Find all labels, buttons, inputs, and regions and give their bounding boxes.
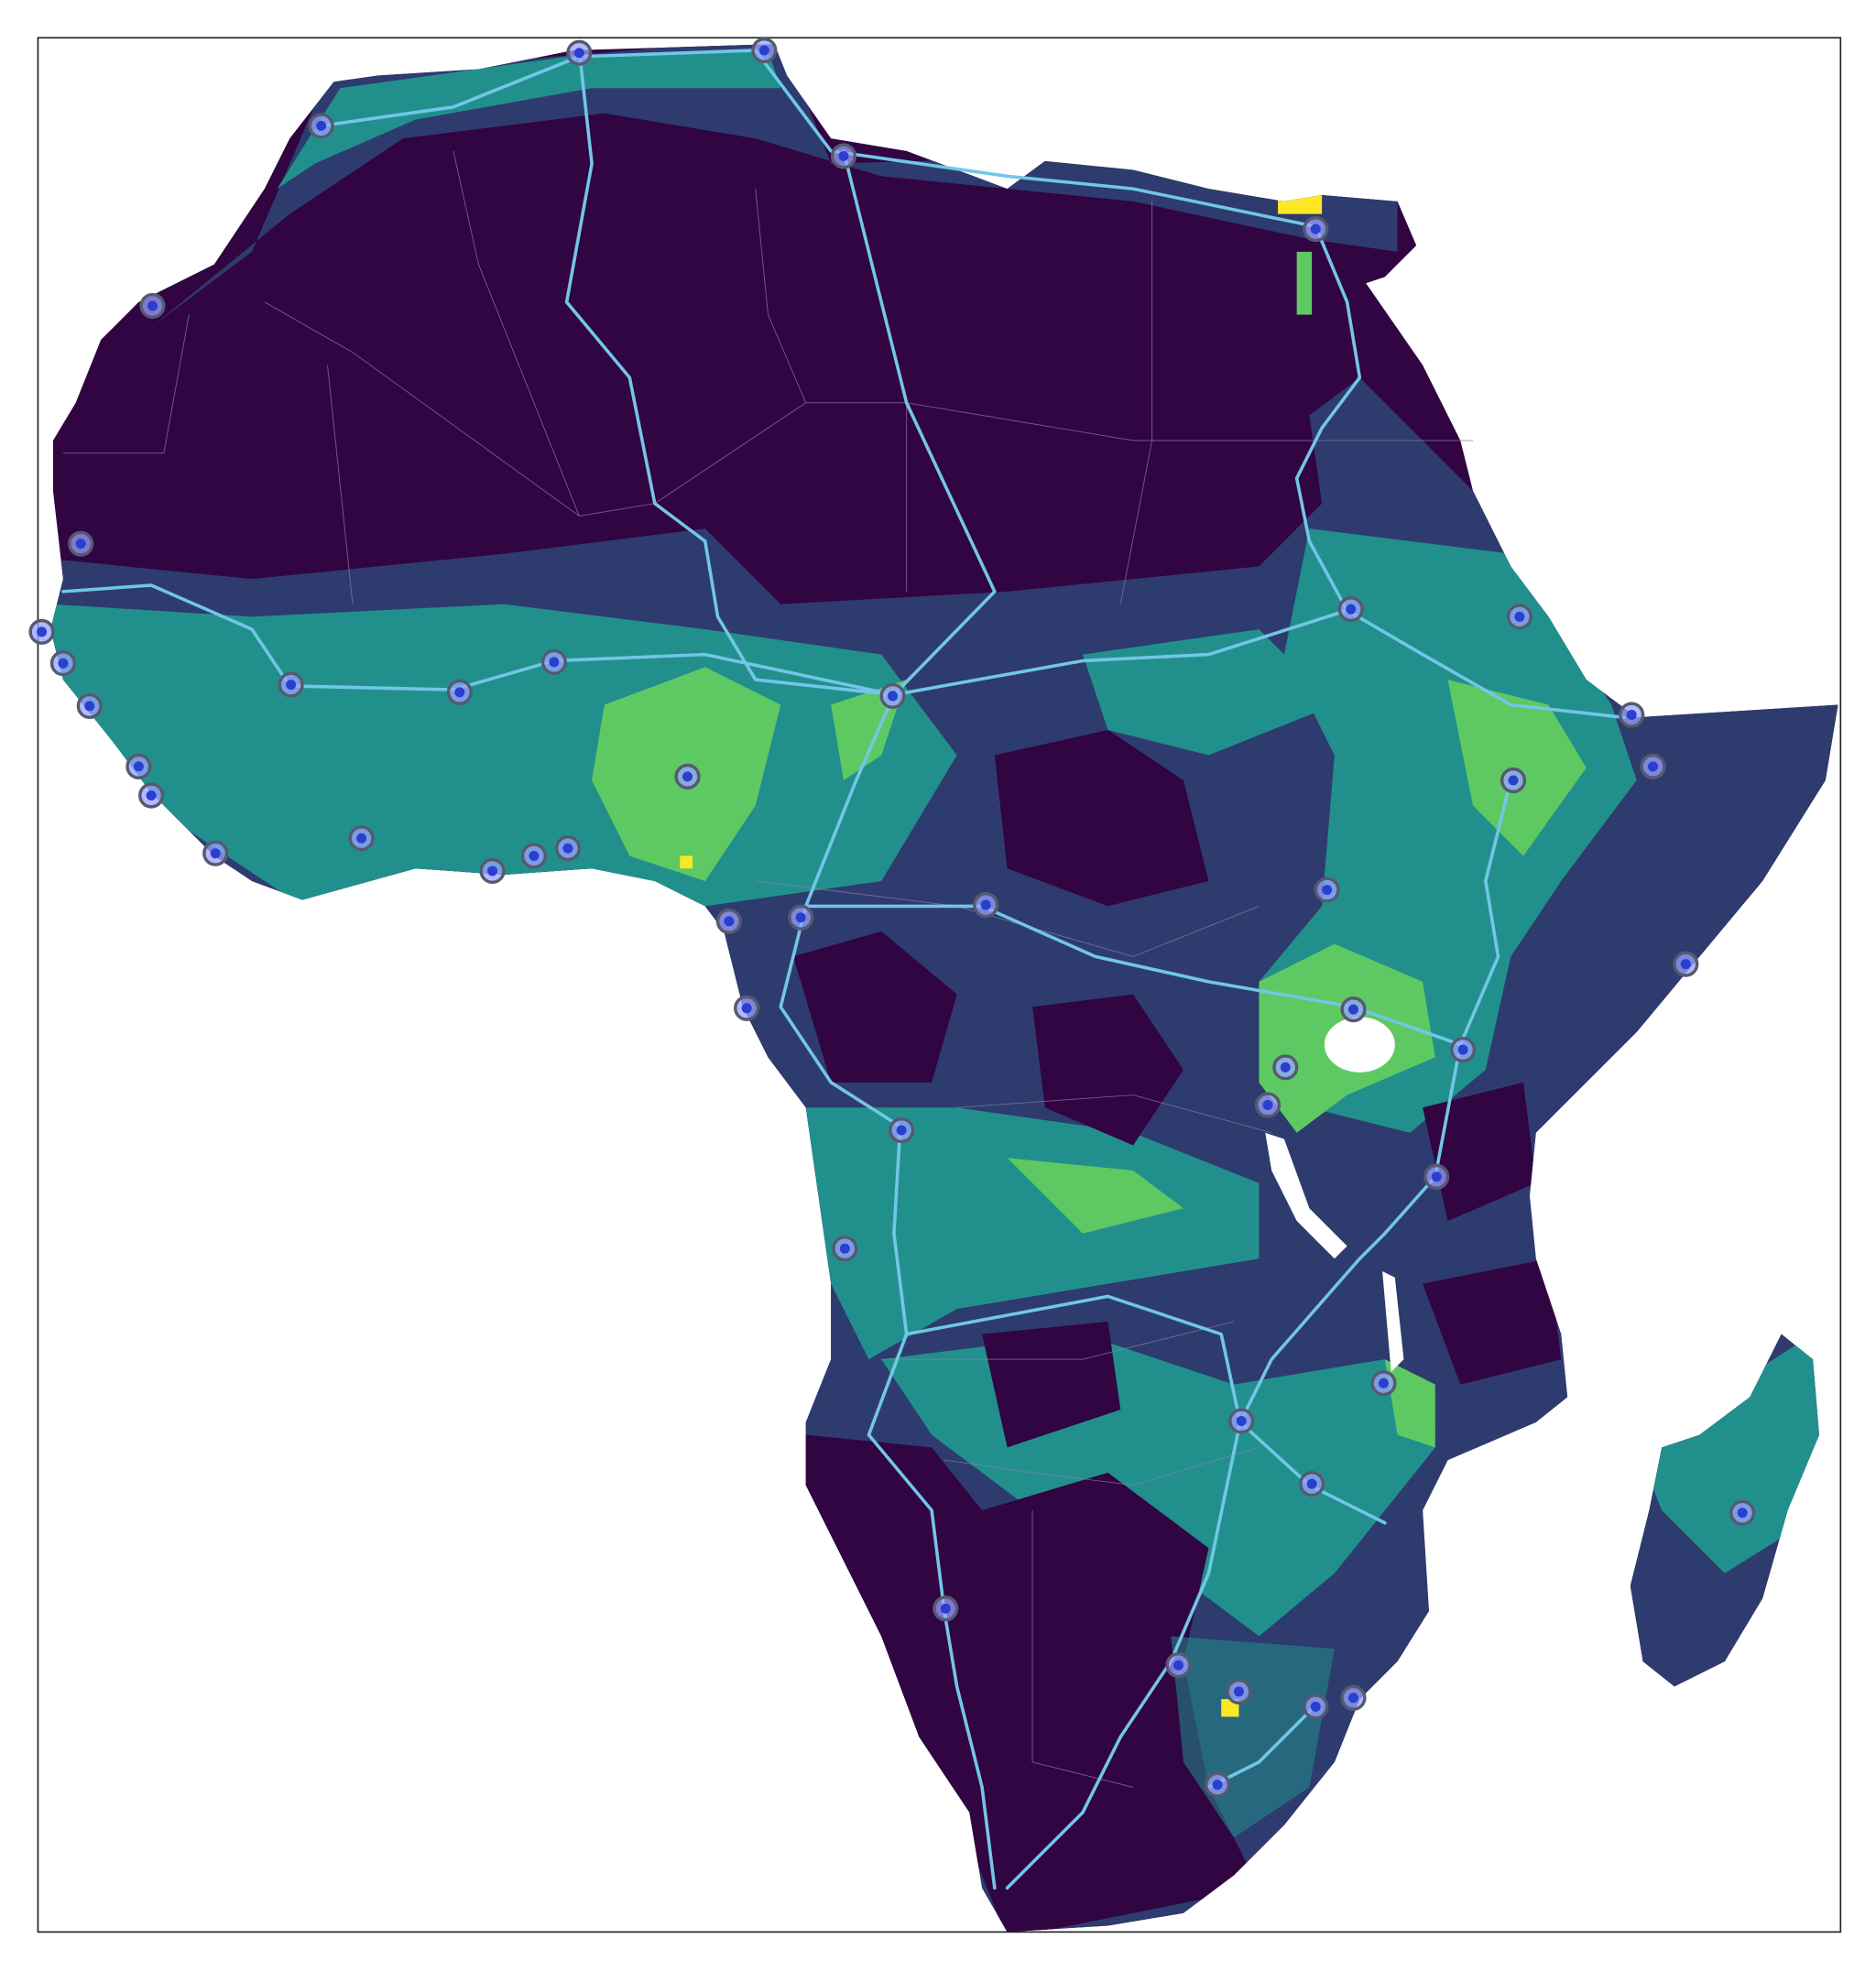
city-icon bbox=[1508, 775, 1519, 786]
city-icon bbox=[529, 850, 540, 861]
teal-zone bbox=[277, 49, 781, 190]
border bbox=[62, 150, 1153, 604]
city-icon bbox=[1322, 885, 1333, 896]
lake bbox=[1324, 1017, 1395, 1073]
city-icon bbox=[1347, 1693, 1358, 1704]
lake bbox=[1382, 1270, 1404, 1372]
city-icon bbox=[1236, 1415, 1247, 1426]
yellow-spot bbox=[680, 855, 693, 869]
border bbox=[264, 301, 1474, 517]
city-icon bbox=[795, 912, 806, 923]
road bbox=[319, 49, 1318, 229]
green-zone bbox=[1007, 1158, 1183, 1234]
city-icon bbox=[1280, 1062, 1291, 1073]
city-icon bbox=[896, 1125, 907, 1136]
city-icon bbox=[1346, 604, 1357, 615]
teal-zone bbox=[1083, 629, 1335, 756]
city-icon bbox=[1648, 761, 1659, 772]
dark-patch bbox=[1032, 994, 1183, 1146]
dark-patch bbox=[994, 730, 1209, 907]
city-icon bbox=[316, 120, 327, 131]
dark-patch bbox=[1423, 1082, 1536, 1221]
green-zone bbox=[1384, 1359, 1435, 1448]
city-icon bbox=[1378, 1378, 1389, 1388]
city-icon bbox=[1212, 1780, 1223, 1791]
city-icon bbox=[1233, 1686, 1244, 1697]
city-icon bbox=[356, 833, 367, 844]
city-icon bbox=[1310, 1701, 1321, 1712]
city-icon bbox=[980, 899, 991, 910]
city-icon bbox=[58, 658, 69, 669]
city-icon bbox=[1737, 1508, 1748, 1519]
dark-patch bbox=[982, 1321, 1121, 1448]
city-icon bbox=[1347, 1004, 1358, 1015]
city-icon bbox=[741, 1003, 752, 1014]
teal-zone bbox=[1636, 1334, 1826, 1574]
city-icon bbox=[1172, 1660, 1183, 1671]
city-icon bbox=[1680, 959, 1691, 970]
city-icon bbox=[838, 150, 849, 161]
city-icon bbox=[210, 848, 221, 859]
city-icon bbox=[487, 866, 498, 877]
borders bbox=[62, 150, 1474, 1788]
city-icon bbox=[839, 1243, 850, 1254]
city-icon bbox=[724, 916, 735, 927]
city-icon bbox=[549, 657, 560, 668]
city-icon bbox=[562, 843, 573, 854]
city-markers bbox=[28, 37, 1756, 1798]
city-icon bbox=[37, 626, 48, 637]
lake bbox=[1265, 1132, 1347, 1259]
road bbox=[564, 49, 1362, 697]
city-icon bbox=[133, 761, 144, 772]
road bbox=[61, 149, 997, 697]
city-icon bbox=[1626, 710, 1637, 721]
city-icon bbox=[888, 691, 899, 702]
city-icon bbox=[1457, 1044, 1468, 1055]
city-icon bbox=[84, 701, 95, 712]
city-icon bbox=[940, 1603, 951, 1614]
city-icon bbox=[1262, 1100, 1273, 1111]
city-icon bbox=[286, 680, 297, 691]
city-icon bbox=[1310, 223, 1321, 234]
city-icon bbox=[454, 687, 465, 698]
city-icon bbox=[573, 48, 584, 59]
city-icon bbox=[758, 45, 769, 56]
road bbox=[1005, 608, 1626, 1890]
dark-patch bbox=[1423, 1258, 1562, 1385]
city-icon bbox=[75, 539, 86, 550]
city-icon bbox=[147, 300, 158, 311]
city-icon bbox=[1306, 1478, 1317, 1489]
teal-zone bbox=[805, 1107, 1260, 1360]
dark-patch bbox=[792, 931, 957, 1083]
city-icon bbox=[1514, 611, 1525, 622]
green-zone bbox=[1447, 680, 1587, 856]
green-zone bbox=[1296, 251, 1313, 315]
city-icon bbox=[146, 789, 157, 800]
city-icon bbox=[1431, 1171, 1442, 1182]
border bbox=[755, 880, 1272, 1788]
city-icon bbox=[682, 771, 693, 782]
